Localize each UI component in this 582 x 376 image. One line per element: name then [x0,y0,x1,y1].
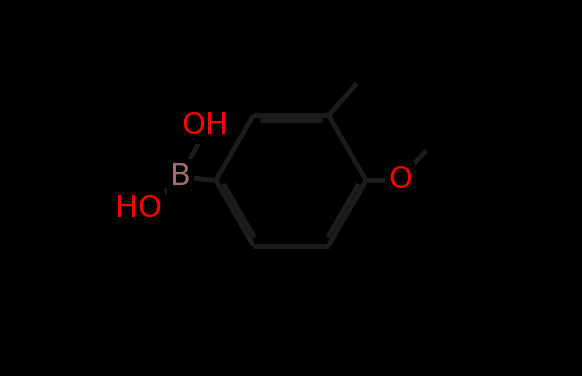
Text: OH: OH [181,111,228,141]
Text: HO: HO [115,194,162,223]
Text: O: O [388,165,412,194]
Text: B: B [169,162,190,191]
